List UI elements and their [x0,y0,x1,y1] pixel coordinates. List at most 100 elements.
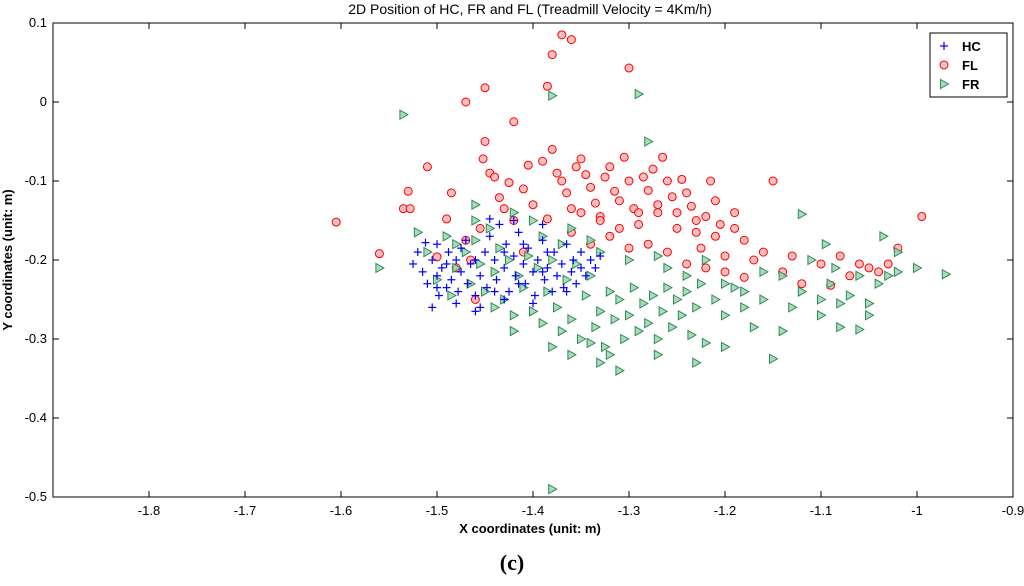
data-point-fl [701,263,711,273]
data-point-fr [442,230,453,242]
data-point-fr [721,341,731,353]
data-point-hc [557,259,566,268]
data-point-fl [634,219,644,229]
data-point-hc [481,248,489,257]
data-point-hc [421,238,430,247]
data-point-hc [511,271,520,280]
data-point-fl [590,198,600,208]
data-point-fr [759,294,769,305]
data-point-fr [721,309,731,321]
data-point-fr [529,305,539,317]
data-point-hc [596,252,605,261]
data-point-fl [499,204,509,214]
data-point-fr [567,313,577,325]
data-point-fr [692,302,702,313]
data-point-hc [548,287,557,296]
x-tick-label: -1.5 [426,503,448,518]
data-point-fr [721,278,731,290]
data-point-fl [874,267,884,277]
data-point-hc [500,295,509,304]
data-point-fr [649,290,659,301]
data-point-hc [577,248,585,257]
data-point-hc [538,267,547,276]
y-tick-label: -0.1 [25,173,47,188]
data-point-fl [672,223,682,233]
data-point-fr [605,286,616,297]
data-point-fr [524,250,534,262]
data-point-fl [552,168,562,178]
data-point-fr [577,333,587,345]
data-point-hc [433,240,441,249]
data-point-fr [548,254,558,266]
data-point-fl [739,272,749,282]
data-point-fr [509,309,520,321]
data-point-fr [673,294,683,305]
data-point-fr [677,309,688,321]
legend-label-fl: FL [962,58,978,73]
data-point-fr [629,282,640,294]
data-point-hc [442,283,451,292]
data-point-hc [553,271,561,280]
data-point-fr [836,298,846,309]
data-point-fl [624,176,634,186]
data-point-fl [638,172,648,182]
data-point-fr [490,266,501,278]
data-point-fr [913,262,923,274]
data-point-fl [758,247,768,257]
data-point-hc [485,232,494,241]
data-point-fl [562,188,572,198]
data-point-fl [658,152,668,162]
data-point-fr [476,258,486,270]
series-fr [375,88,952,495]
x-tick-label: -1.7 [234,503,256,518]
data-point-fr [817,309,827,321]
data-point-fr [687,329,697,341]
y-tick-label: -0.3 [25,331,47,346]
legend-marker-fr [940,78,950,90]
data-point-fl [331,217,341,227]
data-point-fr [941,268,952,280]
data-point-fr [644,136,654,147]
data-point-fl [576,208,586,218]
data-point-fl [710,231,720,241]
data-point-hc [485,214,494,223]
data-point-fl [595,216,605,225]
x-tick-label: -0.9 [1002,503,1024,518]
data-point-fr [529,215,539,226]
data-point-fl [523,160,533,170]
data-point-hc [519,240,528,249]
data-point-hc [529,299,537,308]
data-point-fl [653,208,663,218]
data-point-fl [787,251,797,261]
data-point-fl [538,156,548,166]
data-point-hc [533,256,542,264]
data-point-fr [557,238,568,250]
data-point-hc [492,275,501,284]
data-point-hc [476,303,485,312]
data-point-fr [668,321,678,333]
legend-label-fr: FR [962,77,980,92]
data-point-fl [643,239,653,249]
data-point-fl [480,137,490,146]
data-point-hc [519,259,528,268]
y-tick-label: -0.2 [25,252,47,267]
data-point-fl [405,204,415,214]
data-point-fr [615,294,625,305]
data-point-fl [696,243,706,253]
data-point-fr [893,266,904,278]
data-point-hc [514,228,523,237]
data-point-hc [409,259,417,268]
data-point-fr [692,357,702,369]
data-point-fl [672,208,682,218]
data-point-fr [836,321,846,333]
data-point-hc [433,283,441,292]
data-point-hc [447,275,456,284]
data-point-fr [730,282,741,294]
data-point-hc [413,248,422,257]
x-tick-label: -1.4 [522,503,544,518]
data-point-fl [509,117,519,127]
data-point-fr [538,317,549,329]
data-point-fr [855,324,865,335]
data-point-hc [457,244,465,253]
x-tick-label: -1 [911,503,923,518]
